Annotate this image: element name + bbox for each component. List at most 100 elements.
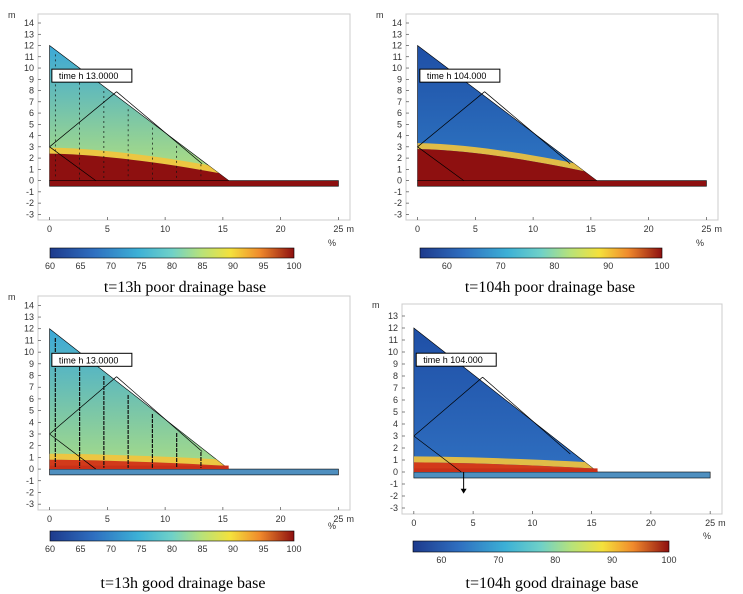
- y-tick-label: 13: [392, 29, 402, 39]
- y-tick-label: 10: [24, 347, 34, 357]
- time-label-text: time h 13.0000: [59, 355, 119, 365]
- panel-caption: t=13h poor drainage base: [104, 279, 266, 296]
- time-label-box: [51, 68, 133, 83]
- y-tick-label: 10: [392, 63, 402, 73]
- colorbar-tick-label: 80: [549, 261, 559, 271]
- colorbar-tick-label: 60: [436, 555, 446, 565]
- saturated-fill: [417, 149, 597, 181]
- y-tick-label: 2: [397, 153, 402, 163]
- y-tick-label: -3: [394, 209, 402, 219]
- drainage-base: [49, 180, 339, 187]
- plot-content: [413, 327, 711, 494]
- colorbar-tick-label: 70: [106, 261, 116, 271]
- drainage-base: [413, 471, 711, 479]
- colorbar-tick-label: 65: [75, 261, 85, 271]
- time-label-text: time h 104.000: [427, 71, 487, 81]
- y-tick-label: 1: [393, 455, 398, 465]
- x-tick-label: 20: [644, 224, 654, 234]
- y-tick-label: 8: [393, 371, 398, 381]
- colorbar-tick-label: 75: [136, 544, 146, 554]
- y-tick-label: -1: [390, 479, 398, 489]
- y-tick-label: 11: [389, 335, 398, 345]
- y-tick-label: 6: [393, 395, 398, 405]
- y-tick-label: 12: [24, 324, 34, 334]
- y-tick-label: 14: [24, 18, 34, 28]
- y-tick-label: 5: [397, 119, 402, 129]
- outflow-arrowhead: [460, 488, 467, 494]
- y-tick-label: -1: [394, 187, 402, 197]
- y-tick-label: 8: [29, 371, 34, 381]
- y-tick-label: 11: [25, 335, 34, 345]
- colorbar-unit: %: [703, 531, 711, 541]
- colorbar-unit: %: [328, 238, 336, 248]
- y-tick-label: 12: [388, 323, 398, 333]
- x-axis-unit: m: [346, 514, 354, 524]
- y-tick-label: -2: [390, 491, 398, 501]
- y-tick-label: 11: [25, 52, 34, 62]
- panel-caption: t=13h good drainage base: [101, 575, 266, 592]
- y-tick-label: 8: [29, 86, 34, 96]
- y-tick-label: 8: [397, 86, 402, 96]
- colorbar: [412, 540, 670, 553]
- transition-band: [49, 453, 229, 466]
- y-tick-label: -2: [394, 198, 402, 208]
- colorbar: [49, 247, 295, 259]
- y-tick-label: 2: [393, 443, 398, 453]
- x-tick-label: 15: [218, 224, 228, 234]
- x-tick-label: 10: [527, 518, 537, 528]
- transition-band: [49, 147, 229, 174]
- boundary-line: [49, 91, 117, 148]
- time-label-box: [415, 352, 497, 367]
- chart-panel-2: time h 104.0000 5 10 15 20 25 m-3-2-1012345678…: [376, 10, 722, 296]
- colorbar-tick-label: 60: [45, 261, 55, 271]
- panel-caption: t=104h good drainage base: [466, 575, 639, 592]
- colorbar-tick-label: 70: [106, 544, 116, 554]
- x-tick-label: 20: [646, 518, 656, 528]
- colorbar-tick-label: 75: [136, 261, 146, 271]
- x-tick-label: 0: [415, 224, 420, 234]
- y-tick-label: 2: [29, 441, 34, 451]
- x-tick-label: 0: [47, 514, 52, 524]
- y-tick-label: 0: [393, 467, 398, 477]
- boundary-line: [49, 146, 96, 181]
- y-axis-unit: m: [8, 10, 16, 20]
- x-tick-label: 25: [705, 518, 715, 528]
- x-tick-label: 10: [160, 224, 170, 234]
- colorbar-unit: %: [696, 238, 704, 248]
- x-tick-label: 25: [333, 514, 343, 524]
- x-tick-label: 5: [473, 224, 478, 234]
- y-tick-label: 4: [29, 417, 34, 427]
- saturated-zone: [49, 147, 229, 181]
- saturated-zone: [417, 143, 597, 181]
- time-label-box: [419, 68, 501, 83]
- colorbar-tick-label: 100: [286, 544, 301, 554]
- colorbar-tick-label: 100: [286, 261, 301, 271]
- x-tick-label: 20: [276, 224, 286, 234]
- x-axis-unit: m: [718, 518, 726, 528]
- x-tick-label: 15: [587, 518, 597, 528]
- x-axis-unit: m: [346, 224, 354, 234]
- y-tick-label: 1: [29, 452, 34, 462]
- y-tick-label: 1: [29, 164, 34, 174]
- y-tick-label: 9: [397, 74, 402, 84]
- y-tick-label: 12: [24, 41, 34, 51]
- drainage-base: [417, 180, 707, 187]
- boundary-line: [49, 376, 117, 435]
- y-axis-unit: m: [8, 292, 16, 302]
- colorbar-tick-label: 100: [661, 555, 676, 565]
- colorbar-tick-label: 70: [496, 261, 506, 271]
- colorbar-tick-label: 80: [550, 555, 560, 565]
- colorbar-tick-label: 85: [197, 544, 207, 554]
- x-tick-label: 5: [471, 518, 476, 528]
- y-tick-label: -1: [26, 476, 34, 486]
- transition-band: [413, 456, 598, 469]
- y-tick-label: 4: [393, 419, 398, 429]
- time-label-text: time h 13.0000: [59, 71, 119, 81]
- y-tick-label: -3: [26, 209, 34, 219]
- time-label-text: time h 104.000: [423, 355, 483, 365]
- x-tick-label: 0: [411, 518, 416, 528]
- base-top-band: [413, 468, 598, 472]
